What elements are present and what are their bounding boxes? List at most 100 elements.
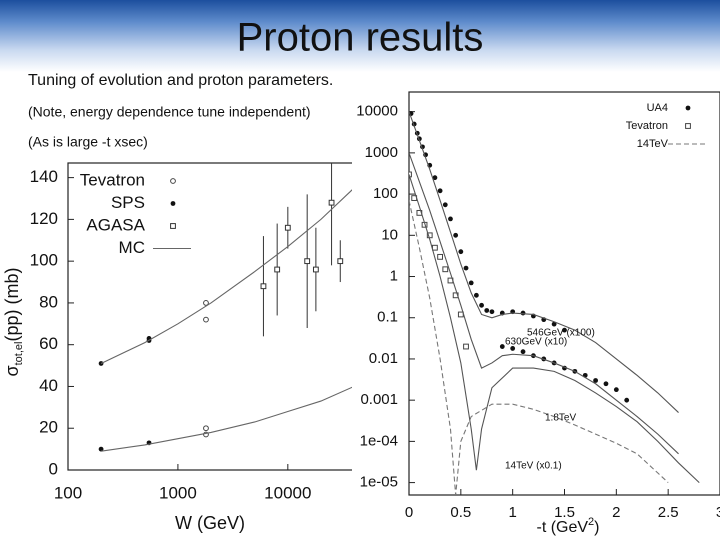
x-tick-label: 10000 <box>264 483 311 502</box>
data-point <box>458 249 464 255</box>
data-point <box>432 175 438 181</box>
y-tick-label: 1e-05 <box>360 474 398 491</box>
y-tick-label: 0.1 <box>377 309 398 326</box>
data-point <box>463 265 469 271</box>
plot-marks <box>98 163 354 452</box>
x-axis-label: -t (GeV2) <box>536 516 599 536</box>
y-tick-label: 20 <box>39 418 58 437</box>
data-point <box>624 397 630 403</box>
chart-total-cross-section: 100 1000 10000 0 20 40 60 80 100 120 140 W (GeV) σto… <box>2 162 355 533</box>
y-tick-label: 140 <box>30 167 58 186</box>
y-tick-label: 0.01 <box>369 350 398 367</box>
data-line <box>409 111 679 413</box>
data-point <box>484 308 490 313</box>
data-point <box>479 302 484 308</box>
y-tick-label: 10 <box>381 226 398 243</box>
data-point <box>551 321 557 327</box>
axis-label-part: (pp) (mb) <box>2 268 22 342</box>
data-point <box>499 344 505 349</box>
data-point <box>473 292 479 298</box>
data-point <box>98 446 104 452</box>
curve-annotation: 630GeV (x10) <box>505 337 567 348</box>
x-tick-label: 1.5 <box>554 504 575 521</box>
data-point <box>562 327 567 333</box>
legend-marker <box>170 201 176 206</box>
y-tick-label: 10000 <box>356 103 398 120</box>
y-tick-label: 1e-04 <box>360 432 398 449</box>
legend-label: 14TeV <box>637 138 669 150</box>
x-tick-label: 1 <box>508 504 516 521</box>
data-point <box>98 361 104 366</box>
data-point <box>489 309 495 315</box>
data-point <box>337 258 344 265</box>
data-point <box>613 387 619 393</box>
curve-annotation: 546GeV (x100) <box>527 328 595 339</box>
data-point <box>453 232 459 238</box>
x-tick-label: 1000 <box>159 483 197 502</box>
y-tick-label: 1000 <box>365 144 398 161</box>
legend-label: Tevatron <box>80 170 145 189</box>
slide-text: Tuning of evolution and proton parameter… <box>28 72 333 89</box>
axis-label-part: tot,el <box>13 342 25 366</box>
y-axis-label: σtot,el(pp) (mb) <box>2 268 25 377</box>
x-tick-label: 3 <box>716 504 720 521</box>
slide-note: (As is large -t xsec) <box>28 134 148 150</box>
x-axis-label: W (GeV) <box>175 513 245 533</box>
plot-marks <box>409 111 700 495</box>
chart-background <box>26 155 352 540</box>
legend-label: SPS <box>111 193 145 212</box>
x-tick-label: 100 <box>54 483 82 502</box>
data-point <box>409 171 412 178</box>
legend-marker <box>170 223 176 229</box>
data-point <box>520 310 526 316</box>
y-tick-label: 0 <box>49 459 58 478</box>
x-tick-label: 0.5 <box>450 504 471 521</box>
y-tick-label: 100 <box>373 185 398 202</box>
x-tick-label: 0 <box>405 504 413 521</box>
y-tick-label: 0.001 <box>360 391 398 408</box>
data-point <box>203 425 209 432</box>
data-point <box>520 349 526 355</box>
data-point <box>457 311 464 318</box>
legend-label: AGASA <box>86 215 145 234</box>
data-point <box>593 378 598 383</box>
legend-marker <box>685 123 691 129</box>
data-line <box>100 187 354 364</box>
y-tick-label: 60 <box>39 334 58 353</box>
axis-label-part: ) <box>594 519 599 536</box>
curve-annotation: 14TeV (x0.1) <box>505 461 562 472</box>
axis-label-part: σ <box>2 365 22 376</box>
data-point <box>203 300 209 306</box>
data-line <box>409 152 679 455</box>
axis-label-part: 2 <box>588 516 594 528</box>
legend-label: UA4 <box>647 102 668 114</box>
data-point <box>510 346 516 351</box>
y-tick-label: 100 <box>30 251 58 270</box>
data-line <box>409 200 669 495</box>
data-point <box>312 266 319 273</box>
data-line <box>409 174 700 483</box>
slide-note: (Note, energy dependence tune independen… <box>28 104 311 120</box>
axis-label-part: -t (GeV <box>536 519 588 536</box>
legend-label: Tevatron <box>626 120 668 132</box>
data-point <box>437 253 444 260</box>
data-point <box>448 216 453 222</box>
data-point <box>442 202 448 208</box>
y-tick-label: 40 <box>39 376 58 395</box>
data-point <box>260 283 267 290</box>
data-point <box>203 316 209 323</box>
y-tick-label: 1 <box>390 267 398 284</box>
curve-annotation: 1.8TeV <box>545 413 576 424</box>
data-point <box>437 188 443 194</box>
data-point <box>284 224 291 231</box>
data-point <box>603 381 609 387</box>
data-point <box>468 280 474 286</box>
slide-title: Proton results <box>237 16 484 60</box>
data-point <box>442 266 449 273</box>
data-point <box>328 199 335 206</box>
data-point <box>274 266 281 273</box>
data-point <box>463 343 469 350</box>
data-line <box>101 385 354 452</box>
